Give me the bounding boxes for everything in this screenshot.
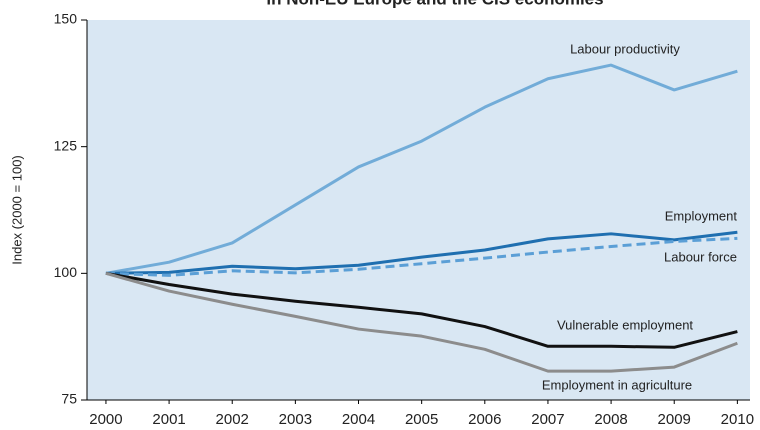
x-tick-label: 2000	[89, 411, 122, 428]
x-tick-label: 2006	[468, 411, 501, 428]
y-tick-label: 100	[54, 264, 78, 280]
y-tick-label: 150	[54, 11, 78, 27]
chart-title: in Non-EU Europe and the CIS economies	[266, 0, 603, 8]
x-tick-label: 2008	[594, 411, 627, 428]
x-tick-label: 2003	[279, 411, 312, 428]
line-series	[105, 271, 738, 373]
line-series	[105, 63, 738, 275]
y-tick-label: 75	[61, 391, 77, 407]
series-label: Employment	[665, 208, 738, 223]
plot-area	[87, 20, 750, 400]
x-tick-label: 2005	[405, 411, 438, 428]
line-series	[105, 271, 738, 349]
x-tick-label: 2001	[152, 411, 185, 428]
series-label: Vulnerable employment	[557, 317, 693, 332]
x-tick-label: 2009	[658, 411, 691, 428]
line-series	[105, 230, 738, 275]
x-tick-label: 2007	[531, 411, 564, 428]
series-label: Labour force	[664, 249, 737, 264]
series-label: Labour productivity	[570, 41, 680, 56]
y-axis-label: Index (2000 = 100)	[9, 155, 24, 265]
x-tick-label: 2002	[216, 411, 249, 428]
y-tick-label: 125	[54, 137, 78, 153]
series-label: Employment in agriculture	[542, 377, 692, 392]
x-tick-label: 2004	[342, 411, 375, 428]
line-series	[105, 236, 738, 277]
x-tick-label: 2010	[721, 411, 754, 428]
